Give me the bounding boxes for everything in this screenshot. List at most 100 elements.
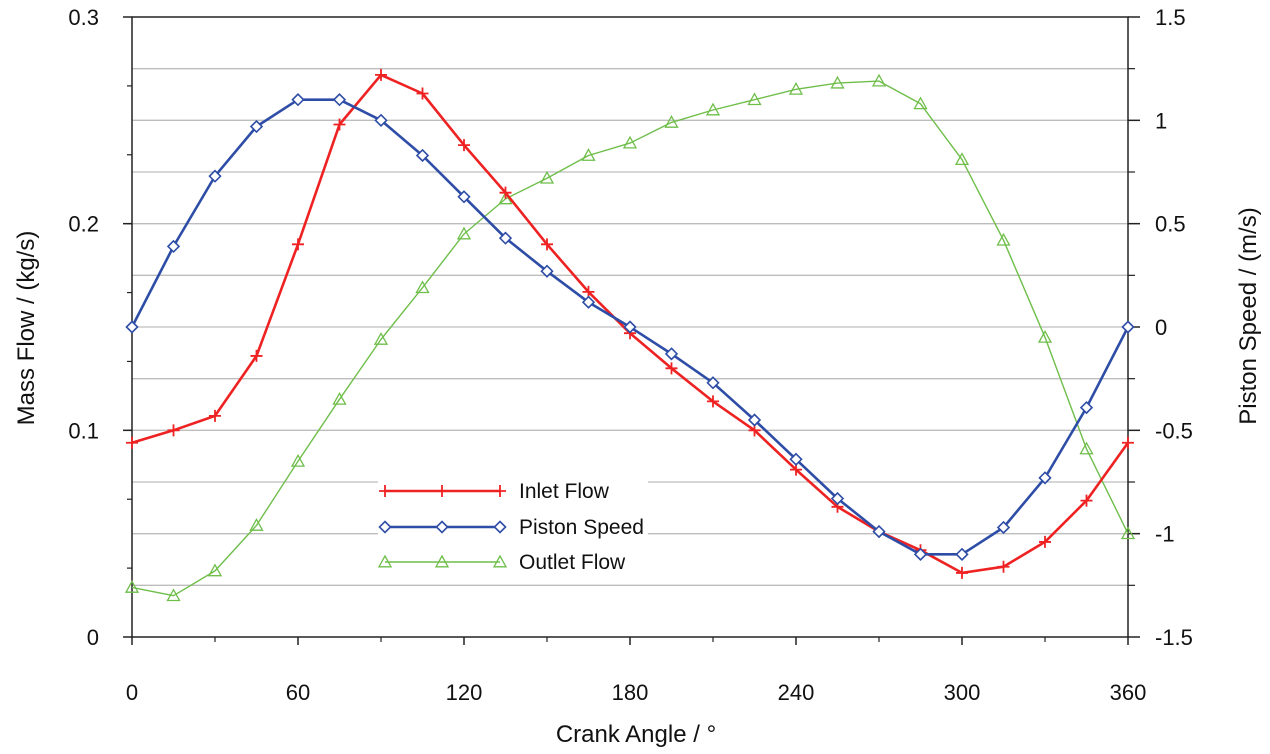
y-left-tick-label: 0.2	[68, 212, 99, 237]
legend-item-inlet-flow: Inlet Flow	[378, 477, 648, 505]
outlet-flow-point	[830, 75, 845, 89]
piston-speed-point	[789, 452, 803, 466]
inlet-flow-point	[541, 238, 553, 251]
x-tick-label: 240	[778, 680, 815, 705]
outlet-flow-point	[954, 152, 970, 166]
piston-speed-point	[457, 190, 471, 204]
x-tick-label: 0	[126, 680, 138, 705]
outlet-flow-line	[131, 80, 1129, 597]
piston-speed-point	[125, 320, 139, 334]
legend-swatch-marker	[494, 485, 506, 497]
piston-speed-point	[955, 547, 969, 561]
y-right-tick-label: -1	[1155, 522, 1175, 547]
inlet-flow-point	[167, 424, 180, 437]
inlet-flow-point	[292, 238, 304, 251]
outlet-flow-point	[207, 563, 223, 577]
outlet-flow-point	[1079, 441, 1094, 455]
legend-swatch-marker	[379, 485, 391, 497]
piston-speed-point	[540, 264, 554, 278]
piston-speed-point	[913, 547, 928, 561]
x-tick-label: 180	[612, 680, 649, 705]
piston-speed-point	[249, 119, 264, 134]
outlet-flow-point	[373, 332, 389, 345]
legend-label: Piston Speed	[519, 516, 644, 539]
piston-speed-point	[623, 320, 637, 334]
piston-speed-point	[1121, 320, 1135, 334]
x-tick-label: 300	[944, 680, 981, 705]
outlet-flow-point	[166, 588, 181, 602]
inlet-flow-point	[956, 566, 968, 579]
y-right-tick-label: 1.5	[1155, 5, 1186, 30]
y-right-tick-label: 0	[1155, 315, 1167, 340]
series-layer	[124, 68, 1136, 602]
piston-speed-point	[996, 520, 1011, 535]
legend-swatch-marker	[377, 554, 393, 568]
piston-speed-point	[581, 295, 596, 309]
legend: Inlet Flow Piston Speed Outlet Flow	[377, 477, 648, 576]
y-left-tick-label: 0	[87, 625, 99, 650]
legend-item-piston-speed: Piston Speed	[378, 513, 648, 541]
y-left-tick-label: 0.3	[68, 5, 99, 30]
piston-speed-point	[208, 169, 222, 183]
outlet-flow-point	[705, 102, 721, 116]
inlet-flow-point	[375, 68, 387, 81]
x-axis-title: Crank Angle / °	[556, 721, 716, 748]
inlet-flow-point	[416, 87, 429, 100]
outlet-flow-point	[622, 135, 638, 149]
series-outlet-flow	[124, 73, 1136, 602]
inlet-flow-point	[250, 349, 263, 362]
piston-speed-point	[706, 376, 720, 390]
outlet-flow-point	[332, 391, 347, 405]
legend-label: Outlet Flow	[519, 551, 626, 574]
legend-swatch-marker	[493, 520, 507, 534]
outlet-flow-point	[290, 453, 306, 467]
inlet-flow-point	[665, 362, 678, 375]
piston-speed-point	[664, 347, 679, 361]
piston-speed-point	[1079, 400, 1094, 415]
inlet-flow-point	[1122, 436, 1134, 449]
inlet-flow-point	[333, 118, 346, 131]
y-axis-right-title: Piston Speed / (m/s)	[1235, 207, 1262, 424]
series-piston-speed	[125, 93, 1135, 561]
y-right-tick-label: -1.5	[1155, 625, 1193, 650]
piston-speed-point	[747, 413, 762, 427]
inlet-flow-point	[997, 560, 1010, 573]
outlet-flow-point	[913, 96, 928, 110]
inlet-flow-point	[209, 409, 221, 422]
legend-label: Inlet Flow	[519, 480, 610, 503]
piston-speed-point	[415, 148, 430, 163]
piston-speed-point	[830, 491, 845, 506]
x-tick-label: 360	[1110, 680, 1147, 705]
outlet-flow-point	[747, 92, 762, 106]
y-right-tick-label: 1	[1155, 108, 1167, 133]
inlet-flow-point	[1080, 494, 1093, 507]
legend-swatch-marker	[434, 554, 450, 568]
outlet-flow-point	[871, 73, 887, 87]
x-tick-label: 120	[446, 680, 483, 705]
piston-speed-point	[291, 93, 305, 107]
piston-speed-point	[374, 113, 388, 127]
inlet-flow-point	[458, 139, 470, 152]
piston-speed-point	[1038, 471, 1052, 485]
piston-speed-point	[166, 239, 181, 254]
legend-item-outlet-flow: Outlet Flow	[377, 548, 648, 576]
y-left-tick-label: 0.1	[68, 418, 99, 443]
outlet-flow-point	[1037, 329, 1053, 343]
outlet-flow-point	[124, 580, 140, 593]
axis-ticks: 0 60 120 180 240 300 360 0 0.1 0.2 0.3 -1.5 -1 -0.5 0 0…	[68, 5, 1193, 705]
outlet-flow-point	[415, 280, 430, 294]
legend-swatch-marker	[492, 554, 508, 568]
inlet-flow-point	[499, 186, 512, 199]
outlet-flow-point	[664, 115, 679, 128]
inlet-flow-point	[1039, 535, 1051, 548]
outlet-flow-point	[996, 232, 1011, 246]
legend-swatch-marker	[378, 520, 392, 534]
inlet-flow-point	[707, 395, 719, 408]
outlet-flow-point	[249, 518, 264, 531]
legend-swatch-marker	[435, 520, 449, 534]
outlet-flow-point	[581, 148, 596, 161]
y-axis-left-title: Mass Flow / (kg/s)	[13, 231, 40, 426]
piston-speed-point	[332, 93, 347, 107]
piston-speed-point	[872, 524, 886, 539]
